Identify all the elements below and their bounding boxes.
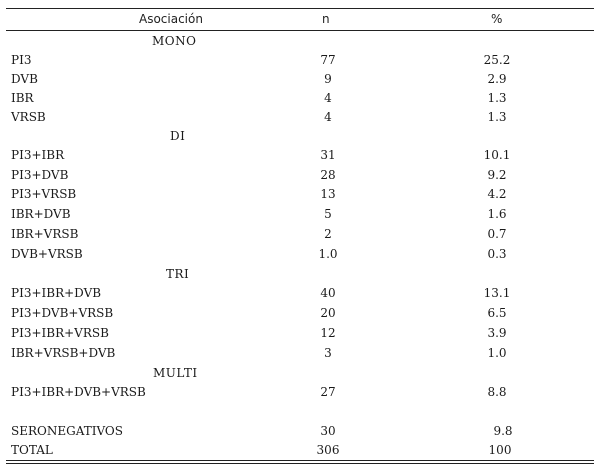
row-percent: 9.8 xyxy=(493,424,513,438)
row-label: IBR xyxy=(11,91,34,105)
table-row: DVB+VRSB 1.0 0.3 xyxy=(6,245,594,264)
row-n: 20 xyxy=(320,306,336,320)
row-label: PI3+DVB+VRSB xyxy=(11,306,114,320)
row-percent: 1.3 xyxy=(487,110,507,124)
table-row-seronegativos: SERONEGATIVOS 30 9.8 xyxy=(6,422,594,441)
row-percent: 1.6 xyxy=(487,207,507,221)
group-row-mono: MONO xyxy=(6,32,594,51)
row-percent: 6.5 xyxy=(487,306,507,320)
table-row: IBR+VRSB+DVB 3 1.0 xyxy=(6,344,594,363)
row-label: DVB xyxy=(11,72,38,86)
row-n: 4 xyxy=(324,110,332,124)
table-row: PI3+VRSB 13 4.2 xyxy=(6,185,594,204)
row-n: 2 xyxy=(324,227,332,241)
row-n: 306 xyxy=(316,443,340,457)
table-row: IBR+VRSB 2 0.7 xyxy=(6,225,594,244)
table-row: PI3+IBR+DVB+VRSB 27 8.8 xyxy=(6,383,594,402)
group-label-multi: MULTI xyxy=(153,366,198,380)
table-row: IBR 4 1.3 xyxy=(6,89,594,108)
table-row: PI3+DVB+VRSB 20 6.5 xyxy=(6,304,594,323)
row-percent: 8.8 xyxy=(487,385,507,399)
row-percent: 1.3 xyxy=(487,91,507,105)
row-percent: 10.1 xyxy=(483,148,511,162)
row-label: TOTAL xyxy=(11,443,53,457)
row-n: 30 xyxy=(320,424,336,438)
row-label: PI3+IBR+DVB+VRSB xyxy=(11,385,146,399)
row-percent: 1.0 xyxy=(487,346,507,360)
row-percent: 100 xyxy=(488,443,512,457)
row-n: 4 xyxy=(324,91,332,105)
row-n: 1.0 xyxy=(318,247,338,261)
row-n: 12 xyxy=(320,326,336,340)
table-row-total: TOTAL 306 100 xyxy=(6,441,594,460)
group-row-di: DI xyxy=(6,127,594,146)
table-bottom-rule-double xyxy=(6,463,594,464)
table-top-rule xyxy=(6,8,594,9)
row-label: PI3+IBR xyxy=(11,148,65,162)
row-label: IBR+VRSB xyxy=(11,227,79,241)
table-row: IBR+DVB 5 1.6 xyxy=(6,205,594,224)
row-percent: 13.1 xyxy=(483,286,511,300)
row-label: IBR+VRSB+DVB xyxy=(11,346,116,360)
row-n: 31 xyxy=(320,148,336,162)
row-label: VRSB xyxy=(11,110,46,124)
header-n: n xyxy=(322,12,330,26)
table-row: PI3+IBR+VRSB 12 3.9 xyxy=(6,324,594,343)
row-percent: 0.7 xyxy=(487,227,507,241)
row-n: 28 xyxy=(320,168,336,182)
table-row: VRSB 4 1.3 xyxy=(6,108,594,127)
group-label-mono: MONO xyxy=(152,34,197,48)
table-bottom-rule xyxy=(6,460,594,461)
row-label: SERONEGATIVOS xyxy=(11,424,123,438)
group-row-multi: MULTI xyxy=(6,364,594,383)
table-row: PI3+IBR 31 10.1 xyxy=(6,146,594,165)
table-row: DVB 9 2.9 xyxy=(6,70,594,89)
association-table: Asociación n % MONO PI3 77 25.2 DVB 9 2.… xyxy=(6,0,594,471)
row-label: PI3+DVB xyxy=(11,168,69,182)
header-rule xyxy=(6,30,594,31)
row-percent: 3.9 xyxy=(487,326,507,340)
row-label: DVB+VRSB xyxy=(11,247,83,261)
table-row: PI3 77 25.2 xyxy=(6,51,594,70)
group-row-tri: TRI xyxy=(6,265,594,284)
row-label: PI3+IBR+DVB xyxy=(11,286,102,300)
row-n: 9 xyxy=(324,72,332,86)
group-label-tri: TRI xyxy=(166,267,190,281)
row-n: 40 xyxy=(320,286,336,300)
row-label: IBR+DVB xyxy=(11,207,71,221)
row-percent: 2.9 xyxy=(487,72,507,86)
group-label-di: DI xyxy=(170,129,186,143)
row-percent: 0.3 xyxy=(487,247,507,261)
table-row: PI3+IBR+DVB 40 13.1 xyxy=(6,284,594,303)
header-percent: % xyxy=(491,12,503,26)
header-asociacion: Asociación xyxy=(139,12,203,26)
row-n: 5 xyxy=(324,207,332,221)
row-n: 13 xyxy=(320,187,336,201)
row-n: 77 xyxy=(320,53,336,67)
row-label: PI3+IBR+VRSB xyxy=(11,326,109,340)
row-percent: 25.2 xyxy=(483,53,511,67)
row-label: PI3 xyxy=(11,53,32,67)
row-percent: 4.2 xyxy=(487,187,507,201)
row-label: PI3+VRSB xyxy=(11,187,77,201)
row-n: 27 xyxy=(320,385,336,399)
row-n: 3 xyxy=(324,346,332,360)
row-percent: 9.2 xyxy=(487,168,507,182)
table-row: PI3+DVB 28 9.2 xyxy=(6,166,594,185)
